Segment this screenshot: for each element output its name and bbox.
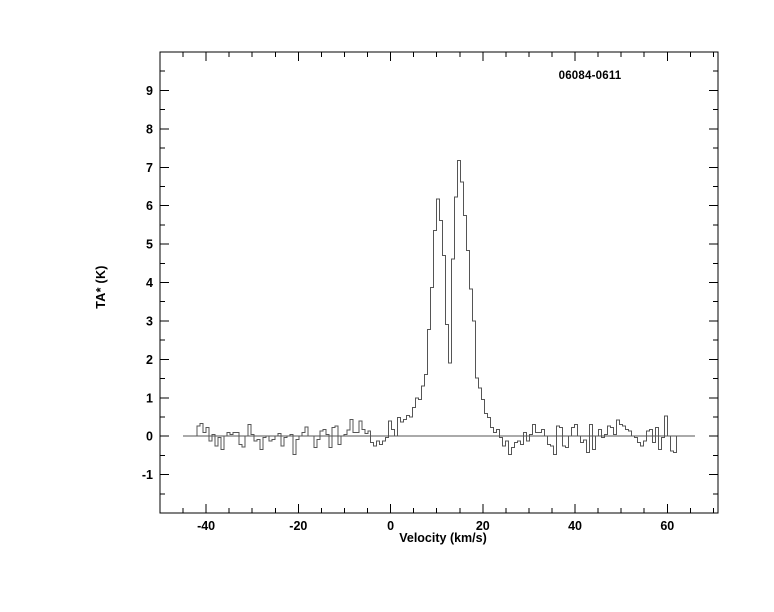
x-tick-label: -20: [289, 519, 307, 533]
spectrum-step-line: [196, 160, 677, 456]
x-axis-ticks: [182, 52, 714, 513]
x-tick-label: 20: [476, 519, 490, 533]
plot-frame: [159, 51, 719, 514]
y-tick-label: 9: [146, 84, 153, 98]
x-tick-labels: -40 -20 0 20 40 60: [197, 519, 674, 533]
source-name-label: 06084-0611: [558, 70, 622, 82]
x-tick-label: 60: [660, 519, 674, 533]
y-tick-label: 8: [146, 122, 153, 136]
y-tick-label: 7: [146, 161, 153, 175]
y-tick-label: 1: [146, 391, 153, 405]
spectrum-path: [196, 160, 677, 456]
x-axis-title: Velocity (km/s): [399, 531, 487, 545]
y-tick-label: 0: [146, 430, 153, 444]
x-tick-label: 40: [568, 519, 582, 533]
y-tick-label: 2: [146, 353, 153, 367]
x-tick-label: -40: [197, 519, 215, 533]
y-tick-labels: -1 0 1 2 3 4 5 6 7 8 9: [142, 84, 153, 482]
y-tick-label: 3: [146, 314, 153, 328]
x-tick-label: 0: [387, 519, 394, 533]
y-tick-label: 6: [146, 199, 153, 213]
y-tick-label: -1: [142, 468, 153, 482]
y-axis-ticks: [160, 70, 718, 495]
y-tick-label: 5: [146, 238, 153, 252]
y-tick-label: 4: [146, 276, 153, 290]
y-axis-title: TA* (K): [94, 265, 108, 309]
